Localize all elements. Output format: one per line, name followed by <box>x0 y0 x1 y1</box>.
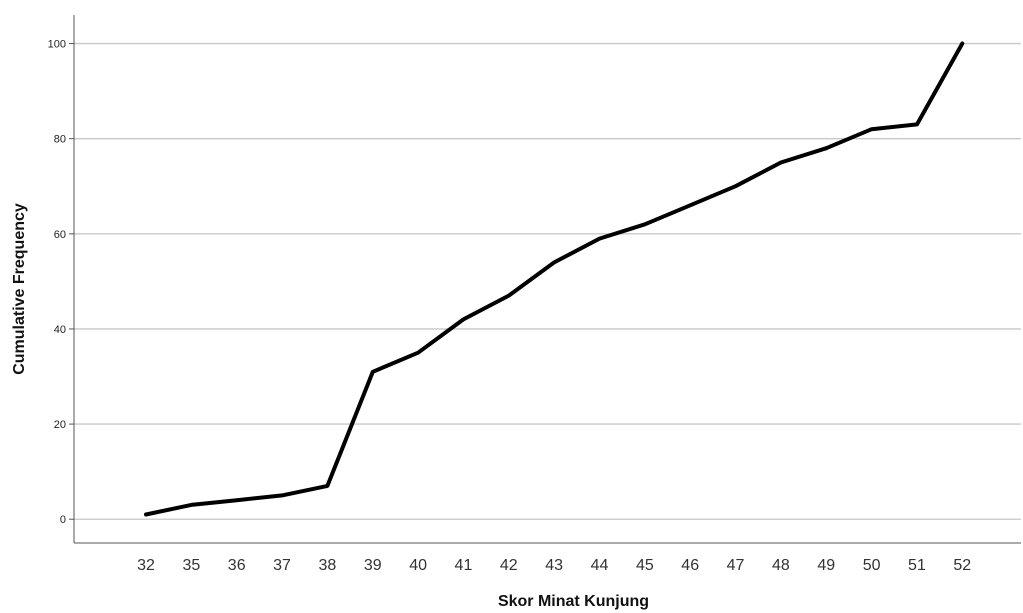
y-tick-label-40: 40 <box>54 324 66 336</box>
x-tick-label-43: 43 <box>545 557 563 574</box>
y-tick-label-60: 60 <box>54 229 66 241</box>
x-tick-label-48: 48 <box>772 557 790 574</box>
x-tick-label-39: 39 <box>364 557 382 574</box>
y-tick-label-80: 80 <box>54 134 66 146</box>
y-axis-title: Cumulative Frequency <box>11 203 28 375</box>
grid-layer <box>74 42 1021 520</box>
x-tick-label-52: 52 <box>953 557 971 574</box>
y-tick-labels: 0 20 40 60 80 100 <box>48 39 74 526</box>
x-tick-label-49: 49 <box>817 557 835 574</box>
series-layer <box>144 41 965 517</box>
x-tick-label-36: 36 <box>228 557 246 574</box>
series-line-cumulative-frequency <box>144 41 965 517</box>
x-tick-label-32: 32 <box>137 557 155 574</box>
y-tick-label-20: 20 <box>54 419 66 431</box>
x-tick-label-38: 38 <box>319 557 337 574</box>
x-axis-title: Skor Minat Kunjung <box>498 593 649 610</box>
x-tick-label-50: 50 <box>863 557 881 574</box>
x-tick-label-44: 44 <box>591 557 609 574</box>
x-tick-label-42: 42 <box>500 557 518 574</box>
x-tick-label-51: 51 <box>908 557 926 574</box>
x-tick-label-47: 47 <box>727 557 745 574</box>
x-tick-label-40: 40 <box>409 557 427 574</box>
x-tick-label-46: 46 <box>681 557 699 574</box>
x-tick-label-37: 37 <box>273 557 291 574</box>
y-tick-label-100: 100 <box>48 39 66 51</box>
x-tick-label-35: 35 <box>182 557 200 574</box>
axis-layer <box>73 15 1021 544</box>
x-tick-label-45: 45 <box>636 557 654 574</box>
x-tick-labels: 32 35 36 37 38 39 40 41 42 43 44 45 46 47 48 49 50 51 52 <box>137 557 971 574</box>
x-tick-label-41: 41 <box>455 557 473 574</box>
y-tick-label-0: 0 <box>60 514 66 526</box>
